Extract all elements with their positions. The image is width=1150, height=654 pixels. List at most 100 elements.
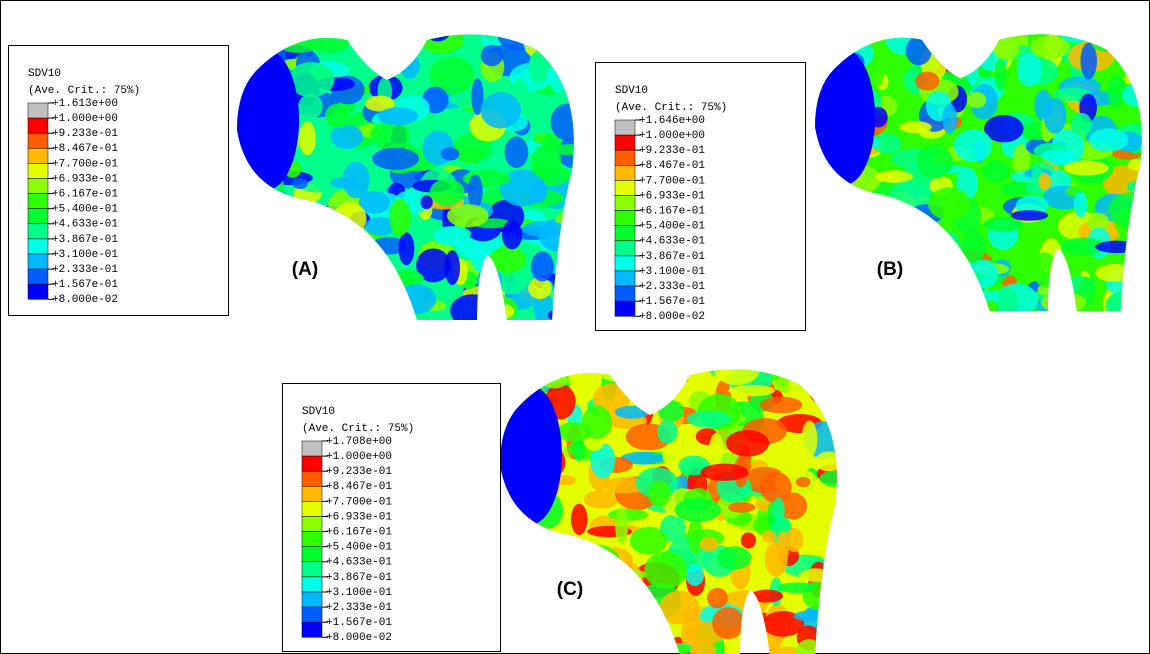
contour-blob (471, 241, 486, 272)
legend-swatch (614, 270, 636, 287)
contour-blob (330, 124, 364, 149)
contour-blob (1087, 212, 1110, 233)
contour-blob (875, 170, 914, 183)
legend-subtitle: (Ave. Crit.: 75%) (302, 423, 414, 435)
contour-blob (725, 429, 770, 457)
contour-blob (1073, 191, 1088, 218)
contour-blob (647, 480, 671, 507)
legend-entry: +3.867e-01 (52, 234, 118, 246)
contour-blob (740, 532, 757, 549)
contour-blob (603, 477, 647, 494)
contour-blob (1040, 149, 1077, 163)
contour-blob (916, 144, 953, 179)
contour-blob (699, 537, 719, 552)
contour-blob (541, 133, 562, 154)
contour-blob (1108, 192, 1142, 228)
contour-blob (713, 369, 760, 386)
legend-swatch (27, 148, 49, 164)
contour-blob (716, 546, 752, 570)
contour-blob (686, 410, 731, 428)
head-region (500, 385, 562, 525)
legend-entry: +2.333e-01 (52, 264, 118, 276)
legend-entry: +1.000e+00 (326, 451, 392, 463)
legend-swatch (27, 163, 49, 179)
contour-blob (298, 93, 323, 120)
contour-blob (501, 220, 523, 250)
legend-swatch (614, 285, 636, 302)
panel-label: (C) (557, 579, 583, 600)
legend-title: SDV10 (28, 68, 61, 80)
contour-blob (1061, 237, 1106, 256)
legend-swatch (301, 501, 323, 517)
legend-entry: +1.567e-01 (52, 279, 118, 291)
contour-blob (660, 514, 686, 542)
legend-entry: +7.700e-01 (639, 175, 705, 187)
contour-blob (1107, 75, 1126, 109)
contour-blob (928, 187, 971, 221)
legend-swatch (27, 132, 49, 149)
legend-swatch (614, 210, 636, 226)
contour-blob (776, 582, 818, 593)
legend-entry: +2.333e-01 (326, 602, 392, 614)
legend-title: SDV10 (302, 406, 335, 418)
contour-blob (358, 190, 390, 214)
legend-entry: +6.933e-01 (52, 173, 118, 185)
contour-blob (967, 91, 987, 109)
legend-swatch (301, 591, 323, 608)
contour-blob (446, 204, 489, 228)
legend-swatch (614, 300, 636, 317)
legend-entry: +6.933e-01 (639, 190, 705, 202)
contour-blob (420, 195, 433, 210)
legend-swatch (301, 621, 323, 638)
contour-blob (709, 433, 724, 465)
legend-swatch (301, 576, 323, 593)
legend-swatch (614, 165, 636, 181)
legend: SDV10 (Ave. Crit.: 75%)+1.646e+00 +1.000e+… (595, 62, 806, 331)
contour-blob (982, 159, 1010, 183)
legend-entry: +3.867e-01 (326, 572, 392, 584)
contour-blob (488, 246, 526, 273)
contour-blob (1070, 112, 1092, 137)
contour-blob (657, 420, 678, 444)
contour-blob (953, 129, 993, 162)
contour-blob (759, 396, 803, 414)
contour-blob (1065, 184, 1099, 198)
contour-blob (784, 527, 804, 553)
legend-swatch (27, 223, 49, 240)
contour-blob (440, 147, 460, 161)
legend-entry: +3.100e-01 (639, 266, 705, 278)
legend-entry: +8.000e-02 (639, 311, 705, 323)
legend-subtitle: (Ave. Crit.: 75%) (28, 85, 140, 97)
contour-blob (553, 144, 574, 156)
legend-swatch (27, 268, 49, 285)
panel-label: (B) (877, 259, 903, 280)
contour-blob (728, 502, 756, 513)
contour-blob (480, 44, 503, 67)
legend-swatch (614, 240, 636, 257)
legend-swatch (27, 208, 49, 225)
legend-entry: +1.567e-01 (639, 296, 705, 308)
legend-swatch (614, 195, 636, 211)
contour-blob (764, 541, 788, 577)
contour-blob (1080, 42, 1098, 80)
contour-blob (522, 220, 567, 238)
contour-blob (942, 103, 957, 134)
legend-swatch (27, 193, 49, 209)
legend-swatch (301, 606, 323, 623)
legend-entry: +6.167e-01 (639, 206, 705, 218)
contour-blob (581, 405, 613, 440)
legend-swatch (301, 561, 323, 578)
contour-blob (687, 517, 703, 555)
contour-blob (825, 491, 837, 522)
contour-blob (377, 107, 419, 126)
contour-blob (685, 564, 704, 586)
contour-blob (994, 58, 1007, 91)
legend-entry: +8.467e-01 (52, 143, 118, 155)
legend-entry: +5.400e-01 (639, 221, 705, 233)
legend-swatch (614, 255, 636, 272)
contour-blob (996, 286, 1019, 312)
legend-swatch (301, 470, 323, 487)
contour-blob (480, 92, 522, 129)
contour-blob (1030, 35, 1070, 59)
contour-blob (615, 507, 629, 544)
